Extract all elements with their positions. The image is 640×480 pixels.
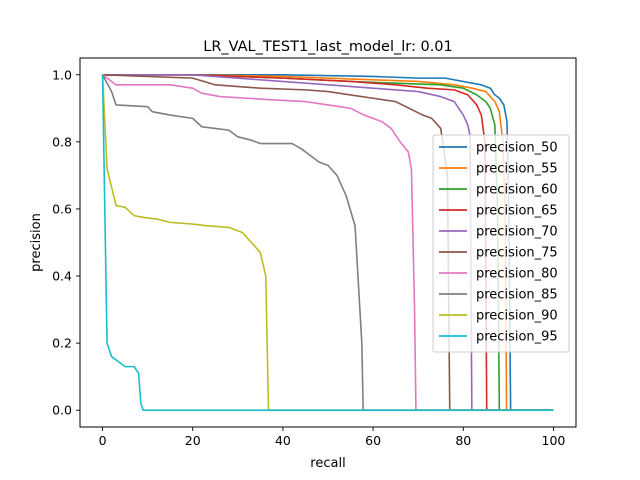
legend-label-precision_85: precision_85 <box>476 288 558 303</box>
series-line-precision_95 <box>101 74 554 412</box>
plot-lines <box>101 73 554 412</box>
x-axis-label: recall <box>310 456 345 471</box>
x-axis-ticks: 0 20 40 60 80 100 <box>99 427 566 448</box>
y-tick-label: 1.0 <box>52 67 72 82</box>
x-tick-label: 60 <box>365 433 381 448</box>
y-axis-label: precision <box>29 213 44 272</box>
legend-label-precision_95: precision_95 <box>476 330 558 345</box>
plot-frame <box>79 57 577 428</box>
legend-label-precision_90: precision_90 <box>476 309 558 324</box>
legend-label-precision_65: precision_65 <box>476 204 558 219</box>
x-tick-label: 80 <box>455 433 471 448</box>
x-tick-label: 0 <box>99 433 107 448</box>
legend-label-precision_60: precision_60 <box>476 183 558 198</box>
chart-title: LR_VAL_TEST1_last_model_lr: 0.01 <box>203 39 453 55</box>
y-tick-label: 0.6 <box>52 201 72 216</box>
series-line-precision_80 <box>102 74 554 412</box>
legend: precision_50 precision_55 precision_60prec… <box>432 134 570 353</box>
series-line-precision_90 <box>101 74 554 412</box>
x-tick-label: 40 <box>275 433 291 448</box>
y-tick-label: 0.4 <box>52 269 72 284</box>
legend-label-precision_50: precision_50 <box>476 141 558 156</box>
legend-label-precision_80: precision_80 <box>476 267 558 282</box>
y-tick-label: 0.2 <box>52 336 72 351</box>
y-axis-ticks: 0.0 0.2 0.4 0.6 0.8 1.0 <box>52 67 80 418</box>
legend-label-precision_55: precision_55 <box>476 162 558 177</box>
y-tick-label: 0.8 <box>52 134 72 149</box>
x-tick-label: 20 <box>185 433 201 448</box>
x-tick-label: 100 <box>542 433 566 448</box>
legend-label-precision_75: precision_75 <box>476 246 558 261</box>
y-tick-label: 0.0 <box>52 403 72 418</box>
series-line-precision_85 <box>101 74 554 412</box>
legend-label-precision_70: precision_70 <box>476 225 558 240</box>
